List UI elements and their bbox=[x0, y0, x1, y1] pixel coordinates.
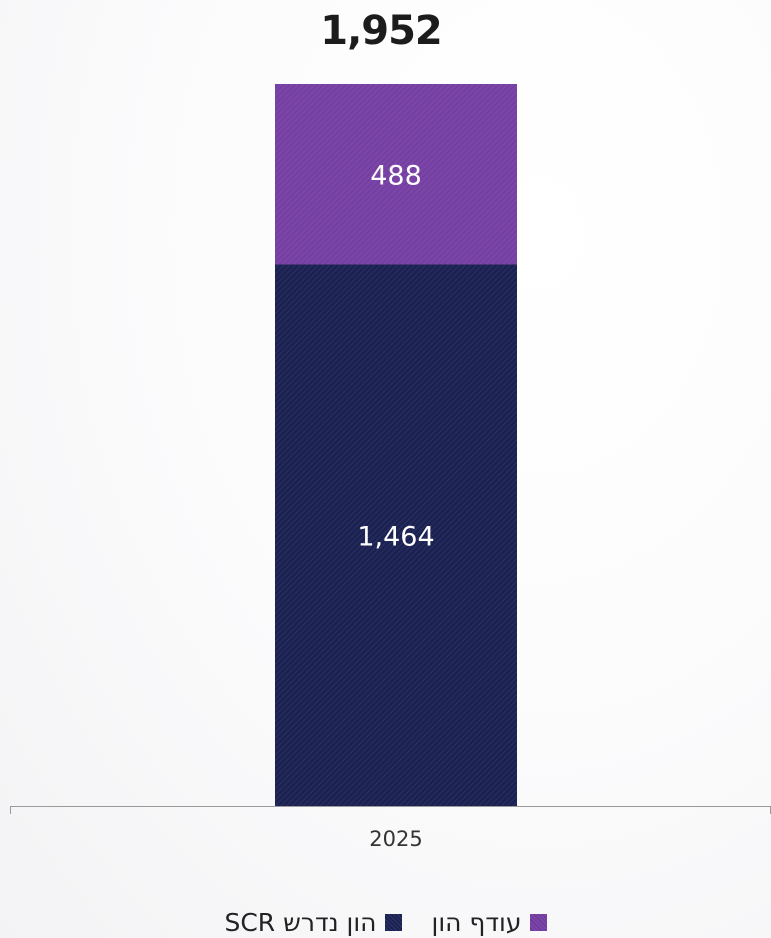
data-label-1-2025: 488 bbox=[370, 160, 422, 191]
legend-item-required-capital-scr: הון נדרש SCR bbox=[224, 907, 402, 937]
total-label-2025: 1,952 bbox=[320, 8, 442, 54]
data-label-0-2025: 1,464 bbox=[357, 521, 434, 552]
legend-item-capital-surplus: עודף הון bbox=[432, 908, 547, 937]
x-tick-label-2025: 2025 bbox=[369, 827, 422, 851]
legend-swatch-required-capital-scr bbox=[384, 913, 402, 931]
bar-segment-1-2025 bbox=[275, 84, 517, 265]
legend-label-required-capital-scr: הון נדרש SCR bbox=[224, 907, 377, 937]
legend: עודף הון הון נדרש SCR bbox=[0, 906, 771, 938]
legend-swatch-capital-surplus bbox=[529, 913, 547, 931]
bar-segment-0-2025 bbox=[275, 264, 517, 806]
legend-label-capital-surplus: עודף הון bbox=[431, 907, 522, 937]
